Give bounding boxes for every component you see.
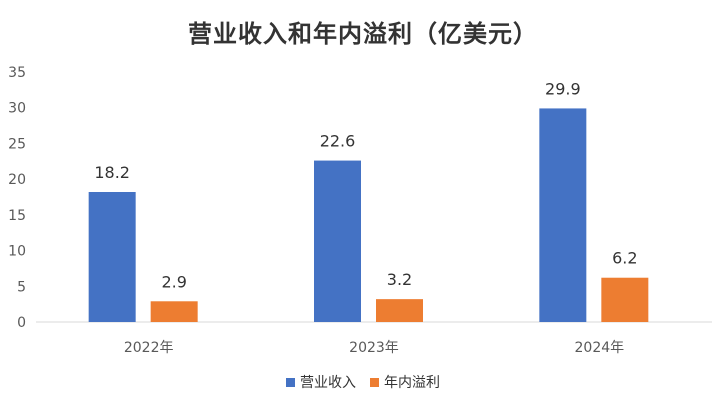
legend-item-series-1: 年内溢利	[370, 372, 440, 392]
x-tick-label: 2023年	[349, 340, 399, 356]
bar-series-0-0	[88, 192, 136, 322]
legend-swatch-series-1	[370, 377, 379, 387]
data-label-series-0-1: 22.6	[320, 132, 356, 151]
legend-swatch-series-0	[286, 377, 295, 387]
data-label-series-0-0: 18.2	[94, 163, 130, 182]
y-tick-label: 30	[8, 101, 26, 117]
bar-series-1-2	[601, 277, 649, 322]
y-tick-label: 5	[17, 279, 26, 295]
chart-legend: 营业收入 年内溢利	[0, 372, 726, 392]
legend-item-series-0: 营业收入	[286, 372, 356, 392]
data-label-series-1-2: 6.2	[612, 249, 637, 268]
data-label-series-0-2: 29.9	[545, 79, 581, 98]
bar-series-0-2	[539, 108, 587, 322]
data-label-series-1-0: 2.9	[161, 272, 186, 291]
y-tick-label: 10	[8, 244, 26, 260]
bar-series-1-0	[150, 301, 198, 322]
x-tick-label: 2024年	[575, 340, 625, 356]
y-tick-label: 20	[8, 172, 26, 188]
chart-title: 营业收入和年内溢利（亿美元）	[188, 19, 538, 48]
data-label-series-1-1: 3.2	[387, 270, 412, 289]
y-tick-label: 35	[8, 65, 26, 81]
x-tick-label: 2022年	[124, 340, 174, 356]
y-tick-label: 0	[17, 315, 26, 331]
bar-series-0-1	[314, 160, 361, 322]
legend-label-series-0: 营业收入	[300, 375, 356, 391]
y-tick-label: 25	[8, 136, 26, 152]
legend-label-series-1: 年内溢利	[384, 375, 440, 391]
y-tick-label: 15	[8, 208, 26, 224]
bar-series-1-1	[376, 299, 423, 322]
